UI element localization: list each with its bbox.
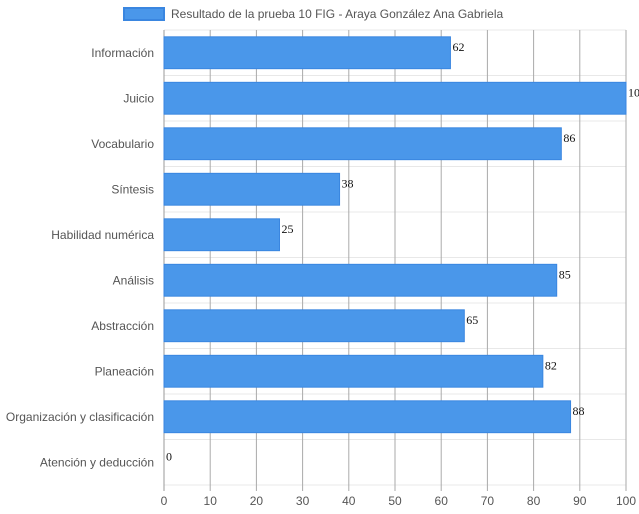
category-label: Análisis — [113, 273, 154, 287]
x-tick-label: 90 — [573, 494, 587, 508]
x-tick-label: 100 — [616, 494, 636, 508]
bar-value-label: 62 — [452, 40, 464, 54]
x-tick-label: 30 — [296, 494, 310, 508]
category-label: Síntesis — [111, 182, 154, 196]
bar-value-label: 86 — [563, 131, 575, 145]
x-tick-label: 10 — [204, 494, 218, 508]
bar-value-label: 25 — [282, 222, 294, 236]
bar[interactable] — [163, 309, 465, 343]
category-label: Organización y clasificación — [6, 410, 154, 424]
bar[interactable] — [163, 127, 562, 161]
bar-value-label: 65 — [466, 313, 478, 327]
category-label: Atención y deducción — [40, 455, 154, 469]
bar-value-label: 38 — [342, 176, 354, 190]
bar-value-label: 88 — [573, 404, 585, 418]
data-labels: 62 100 86 38 25 85 65 82 88 0 — [166, 40, 639, 464]
bar[interactable] — [163, 400, 572, 434]
legend[interactable]: Resultado de la prueba 10 FIG - Araya Go… — [123, 7, 504, 21]
x-tick-label: 0 — [161, 494, 168, 508]
legend-swatch[interactable] — [123, 7, 165, 21]
bar-value-label: 100 — [628, 85, 639, 99]
legend-label[interactable]: Resultado de la prueba 10 FIG - Araya Go… — [171, 7, 504, 21]
x-tick-label: 60 — [435, 494, 449, 508]
x-tick-label: 70 — [481, 494, 495, 508]
bar-value-label: 82 — [545, 358, 557, 372]
category-label: Habilidad numérica — [51, 228, 154, 242]
x-tick-label: 20 — [250, 494, 264, 508]
x-tick-label: 50 — [388, 494, 402, 508]
category-labels: Información Juicio Vocabulario Síntesis Habi… — [6, 46, 154, 470]
category-label: Vocabulario — [91, 137, 154, 151]
category-label: Juicio — [123, 91, 154, 105]
bar[interactable] — [163, 81, 627, 115]
category-label: Abstracción — [91, 319, 154, 333]
bar[interactable] — [163, 218, 280, 252]
category-label: Información — [91, 46, 154, 60]
bar[interactable] — [163, 36, 451, 70]
bar[interactable] — [163, 263, 558, 297]
bar-value-label: 0 — [166, 449, 172, 463]
bar-value-label: 85 — [559, 267, 571, 281]
bars — [163, 36, 627, 434]
category-label: Planeación — [95, 364, 154, 378]
x-tick-label: 80 — [527, 494, 541, 508]
x-axis-ticks: 0 10 20 30 40 50 60 70 80 90 100 — [161, 494, 637, 508]
x-tick-label: 40 — [342, 494, 356, 508]
bar[interactable] — [163, 354, 544, 388]
bar[interactable] — [163, 172, 341, 206]
